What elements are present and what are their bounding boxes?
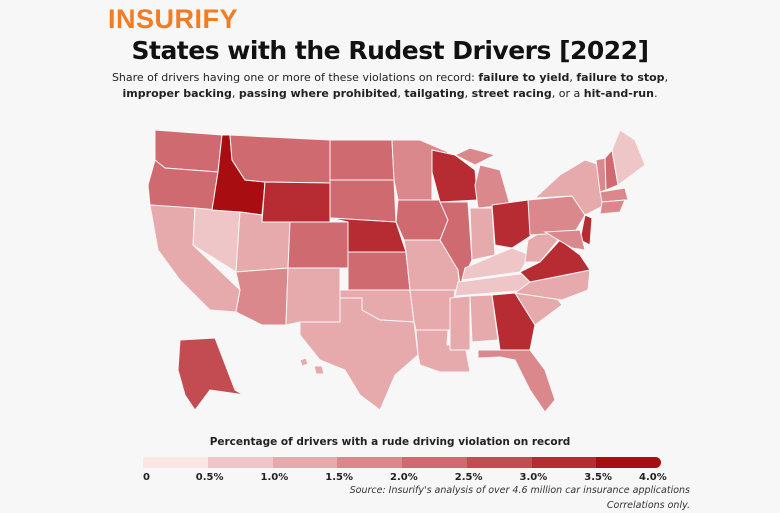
legend-tick: 2.0% xyxy=(390,472,418,483)
legend-color-scale xyxy=(143,457,661,468)
violation: passing where prohibited xyxy=(238,87,398,100)
state-ak xyxy=(177,337,271,411)
legend-tick: 4.0% xyxy=(639,472,667,483)
state-ga xyxy=(491,292,536,351)
source-note: Source: Insurify's analysis of over 4.6 … xyxy=(349,485,690,496)
violation: failure to stop xyxy=(576,71,665,84)
legend-swatch xyxy=(596,457,661,468)
state-ia xyxy=(395,199,449,241)
legend-swatch xyxy=(466,457,532,468)
legend-tick: 0.5% xyxy=(195,472,224,483)
state-ks xyxy=(347,251,411,291)
state-co xyxy=(287,221,349,269)
state-oh xyxy=(491,199,533,249)
state-me xyxy=(611,129,646,186)
page-title: States with the Rudest Drivers [2022] xyxy=(131,36,649,65)
state-md xyxy=(543,229,586,251)
legend-tick: 1.5% xyxy=(325,472,353,483)
state-ms xyxy=(449,295,471,351)
legend-title: Percentage of drivers with a rude drivin… xyxy=(209,436,571,448)
insurify-logo: INSURIFY xyxy=(108,4,239,34)
state-ar xyxy=(409,289,456,331)
legend-tick: 2.5% xyxy=(454,472,483,483)
legend-tick: 3.5% xyxy=(584,472,612,483)
state-fl xyxy=(477,349,556,413)
state-tx xyxy=(299,297,419,411)
state-in xyxy=(469,207,496,261)
violation: tailgating xyxy=(404,87,465,100)
legend-swatch xyxy=(207,457,273,468)
legend-swatch xyxy=(143,457,208,468)
legend-swatch xyxy=(402,457,467,468)
state-wy xyxy=(261,181,331,223)
violation: street racing xyxy=(471,87,552,100)
legend-tick: 3.0% xyxy=(519,472,548,483)
violation: failure to yield xyxy=(478,71,570,84)
legend-tick: 1.0% xyxy=(260,472,289,483)
state-ct xyxy=(599,199,626,215)
correlation-note: Correlations only. xyxy=(606,500,690,511)
state-mt xyxy=(229,134,331,184)
subtitle-intro: Share of drivers having one or more of t… xyxy=(111,71,479,84)
legend-tick: 0 xyxy=(143,472,150,483)
state-nm xyxy=(285,267,341,326)
state-ne xyxy=(329,217,407,253)
legend-swatch xyxy=(531,457,597,468)
state-sd xyxy=(329,179,397,223)
state-hi xyxy=(299,357,325,375)
violation: hit-and-run xyxy=(583,87,654,100)
state-az xyxy=(235,267,289,326)
violation: improper backing xyxy=(122,87,232,100)
state-nd xyxy=(329,139,395,181)
state-ma xyxy=(599,187,629,203)
legend-swatch xyxy=(337,457,402,468)
state-al xyxy=(469,294,499,343)
state-il xyxy=(439,201,473,287)
legend-swatch xyxy=(272,457,338,468)
state-la xyxy=(415,329,471,373)
state-wa xyxy=(154,129,223,173)
state-nj xyxy=(579,214,593,246)
subtitle: Share of drivers having one or more of t… xyxy=(111,71,669,100)
